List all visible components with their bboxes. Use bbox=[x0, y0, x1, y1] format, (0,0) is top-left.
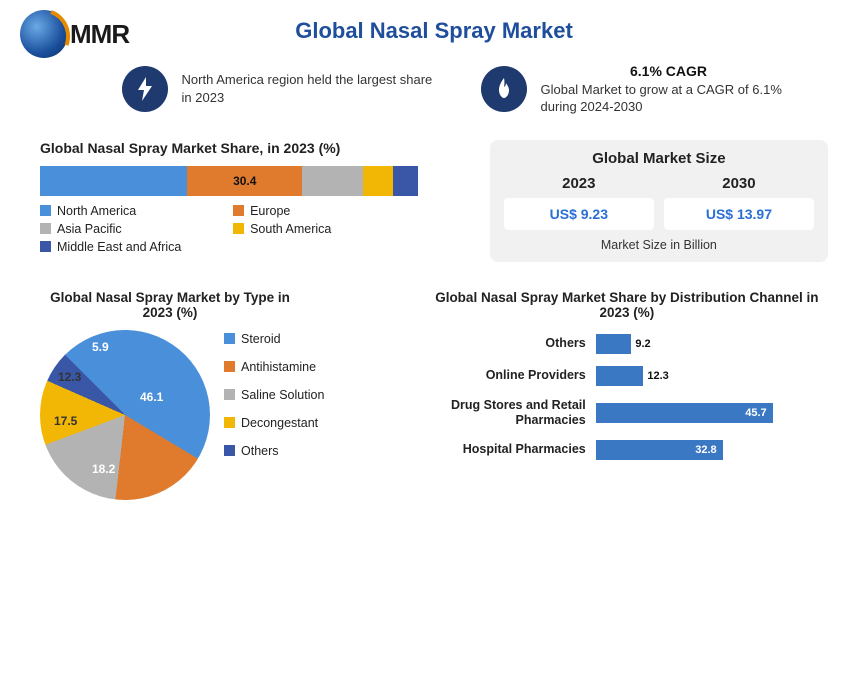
fact-region-text: North America region held the largest sh… bbox=[182, 71, 438, 106]
size-year-0: 2023 bbox=[504, 175, 654, 192]
legend-item: Decongestant bbox=[224, 416, 324, 430]
hbar-fill: 9.2 bbox=[596, 334, 632, 354]
hbar-category: Drug Stores and Retail Pharmacies bbox=[426, 398, 596, 428]
bolt-icon bbox=[122, 66, 168, 112]
hbar-row: Others9.2 bbox=[426, 334, 828, 354]
fact-cagr: 6.1% CAGR Global Market to grow at a CAG… bbox=[481, 62, 797, 116]
fact-cagr-head: 6.1% CAGR bbox=[541, 62, 797, 81]
pie-wrap: 46.1 18.2 17.5 12.3 5.9 Steroid Antihistamine… bbox=[40, 330, 406, 500]
legend-label: Saline Solution bbox=[241, 388, 324, 402]
hbar-fill: 32.8 bbox=[596, 440, 723, 460]
pie-slice-label: 46.1 bbox=[140, 390, 163, 404]
size-grid: 2023 US$ 9.23 2030 US$ 13.97 bbox=[504, 175, 814, 230]
legend-swatch-icon bbox=[40, 241, 51, 252]
size-footer: Market Size in Billion bbox=[504, 238, 814, 252]
legend-label: Decongestant bbox=[241, 416, 318, 430]
legend-item: Others bbox=[224, 444, 324, 458]
pie-slice-label: 18.2 bbox=[92, 462, 115, 476]
hbar-chart-block: Global Nasal Spray Market Share by Distr… bbox=[426, 290, 828, 500]
hbar-value: 9.2 bbox=[635, 338, 650, 350]
legend-swatch-icon bbox=[233, 205, 244, 216]
hbar-category: Online Providers bbox=[426, 368, 596, 383]
legend-swatch-icon bbox=[40, 205, 51, 216]
stacked-segment bbox=[40, 166, 187, 196]
hbar-fill: 12.3 bbox=[596, 366, 644, 386]
legend-label: Steroid bbox=[241, 332, 281, 346]
legend-label: Europe bbox=[250, 204, 290, 218]
legend-swatch-icon bbox=[224, 361, 235, 372]
pie-slice-label: 5.9 bbox=[92, 340, 109, 354]
legend-swatch-icon bbox=[40, 223, 51, 234]
legend-swatch-icon bbox=[233, 223, 244, 234]
page-title: Global Nasal Spray Market bbox=[20, 18, 848, 44]
pie-chart: 46.1 18.2 17.5 12.3 5.9 bbox=[40, 330, 210, 500]
legend-label: Middle East and Africa bbox=[57, 240, 181, 254]
hbar-row: Hospital Pharmacies 32.8 bbox=[426, 440, 828, 460]
legend-label: South America bbox=[250, 222, 331, 236]
size-year-1: 2030 bbox=[664, 175, 814, 192]
legend-swatch-icon bbox=[224, 389, 235, 400]
legend-item: Middle East and Africa bbox=[40, 240, 233, 254]
hbar-rows: Others9.2Online Providers12.3Drug Stores… bbox=[426, 334, 828, 460]
hbar-row: Online Providers12.3 bbox=[426, 366, 828, 386]
hbar-track: 45.7 bbox=[596, 403, 828, 423]
hbar-fill: 45.7 bbox=[596, 403, 773, 423]
hbar-chart-title: Global Nasal Spray Market Share by Distr… bbox=[426, 290, 828, 320]
hbar-track: 9.2 bbox=[596, 334, 828, 354]
share-chart-title: Global Nasal Spray Market Share, in 2023… bbox=[40, 140, 460, 156]
logo-text: MMR bbox=[70, 19, 129, 50]
legend-item: Steroid bbox=[224, 332, 324, 346]
hbar-track: 12.3 bbox=[596, 366, 828, 386]
hbar-value: 12.3 bbox=[647, 370, 668, 382]
hbar-track: 32.8 bbox=[596, 440, 828, 460]
top-facts-row: North America region held the largest sh… bbox=[100, 62, 818, 116]
pie-legend: Steroid Antihistamine Saline Solution Decon… bbox=[224, 330, 324, 460]
legend-item: Antihistamine bbox=[224, 360, 324, 374]
legend-label: Antihistamine bbox=[241, 360, 316, 374]
stacked-segment bbox=[393, 166, 418, 196]
hbar-value: 45.7 bbox=[745, 407, 766, 419]
size-val-0: US$ 9.23 bbox=[504, 198, 654, 230]
fact-region: North America region held the largest sh… bbox=[122, 66, 438, 112]
hbar-category: Hospital Pharmacies bbox=[426, 442, 596, 457]
pie-slice-label: 12.3 bbox=[58, 370, 81, 384]
stacked-segment: 30.4 bbox=[187, 166, 302, 196]
market-size-card: Global Market Size 2023 US$ 9.23 2030 US… bbox=[490, 140, 828, 262]
legend-item: North America bbox=[40, 204, 233, 218]
brand-logo: MMR bbox=[20, 10, 129, 58]
size-col-2023: 2023 US$ 9.23 bbox=[504, 175, 654, 230]
pie-chart-title: Global Nasal Spray Market by Type in 202… bbox=[40, 290, 300, 320]
size-val-1: US$ 13.97 bbox=[664, 198, 814, 230]
legend-item: South America bbox=[233, 222, 426, 236]
stacked-segment bbox=[302, 166, 362, 196]
pie-slice-label: 17.5 bbox=[54, 414, 77, 428]
logo-globe-icon bbox=[20, 10, 68, 58]
legend-item: Europe bbox=[233, 204, 426, 218]
legend-label: Asia Pacific bbox=[57, 222, 122, 236]
stacked-segment bbox=[363, 166, 393, 196]
hbar-category: Others bbox=[426, 336, 596, 351]
size-card-title: Global Market Size bbox=[504, 150, 814, 167]
legend-swatch-icon bbox=[224, 445, 235, 456]
legend-swatch-icon bbox=[224, 417, 235, 428]
share-legend: North America Europe Asia Pacific South Ame… bbox=[40, 202, 460, 256]
legend-swatch-icon bbox=[224, 333, 235, 344]
share-chart-block: Global Nasal Spray Market Share, in 2023… bbox=[40, 140, 460, 262]
hbar-row: Drug Stores and Retail Pharmacies 45.7 bbox=[426, 398, 828, 428]
pie-chart-block: Global Nasal Spray Market by Type in 202… bbox=[40, 290, 406, 500]
size-col-2030: 2030 US$ 13.97 bbox=[664, 175, 814, 230]
fact-cagr-body: Global Market to grow at a CAGR of 6.1% … bbox=[541, 81, 797, 116]
fact-cagr-text: 6.1% CAGR Global Market to grow at a CAG… bbox=[541, 62, 797, 116]
mid-row: Global Nasal Spray Market Share, in 2023… bbox=[40, 140, 828, 262]
hbar-value: 32.8 bbox=[695, 444, 716, 456]
legend-label: North America bbox=[57, 204, 136, 218]
bottom-row: Global Nasal Spray Market by Type in 202… bbox=[40, 290, 828, 500]
flame-icon bbox=[481, 66, 527, 112]
legend-label: Others bbox=[241, 444, 279, 458]
stacked-bar: 30.4 bbox=[40, 166, 418, 196]
legend-item: Asia Pacific bbox=[40, 222, 233, 236]
legend-item: Saline Solution bbox=[224, 388, 324, 402]
